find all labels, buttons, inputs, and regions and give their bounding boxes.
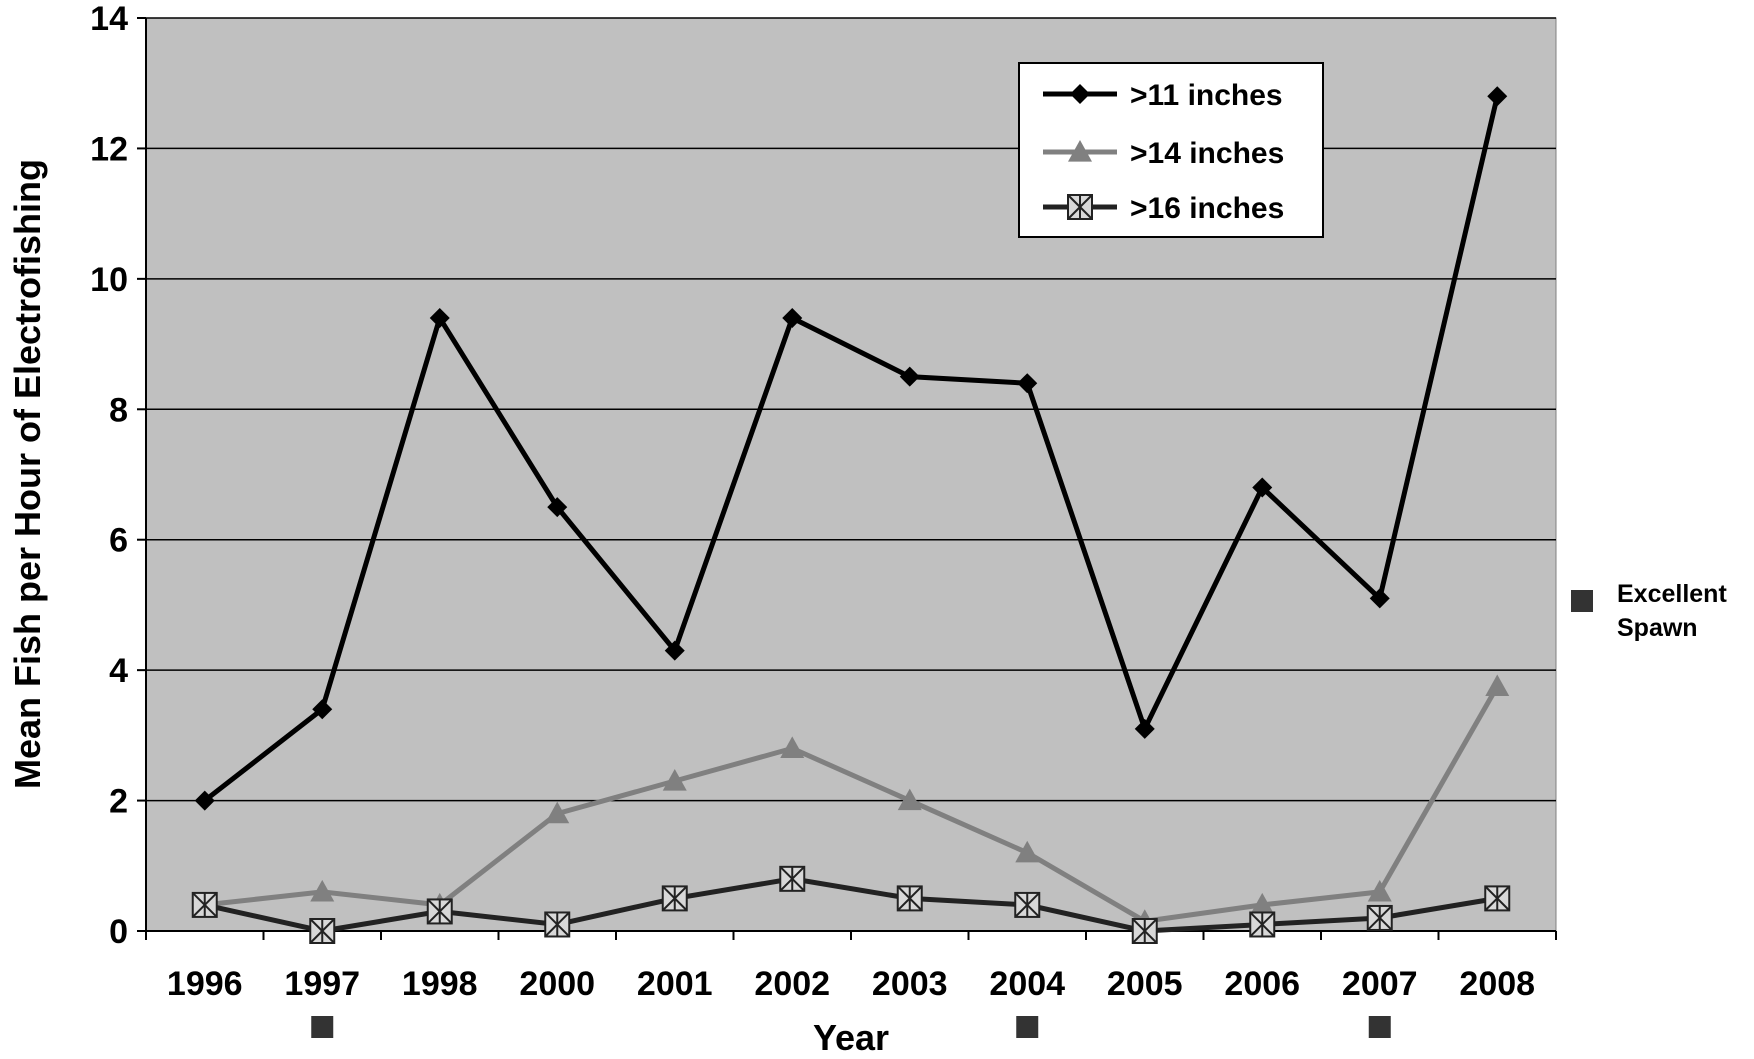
x-tick-label-2005: 2005 — [1107, 965, 1183, 1003]
point-1-2006 — [1250, 892, 1275, 915]
y-tick-label-4: 4 — [109, 652, 128, 690]
point-1-1997 — [310, 879, 335, 902]
x-tick-label-2002: 2002 — [754, 965, 830, 1003]
spawn-marker-1997 — [311, 1016, 334, 1038]
x-tick-label-2004: 2004 — [989, 965, 1065, 1003]
point-1-2003 — [897, 788, 922, 811]
legend: >11 inches >14 inches >16 inches — [1018, 62, 1324, 238]
excellent-spawn-legend: Excellent Spawn — [1571, 580, 1727, 642]
y-axis-title: Mean Fish per Hour of Electrofishing — [7, 159, 48, 789]
point-0-2002 — [782, 307, 803, 328]
legend-item-2: >16 inches — [1043, 192, 1284, 225]
point-2-2008 — [1484, 885, 1511, 912]
y-tick-label-14: 14 — [90, 0, 128, 38]
excellent-spawn-label-line2: Spawn — [1617, 614, 1698, 642]
spawn-marker-2007 — [1368, 1016, 1391, 1038]
y-tick-label-6: 6 — [109, 522, 128, 560]
series-0 — [194, 86, 1508, 811]
legend-marker-2 — [1067, 194, 1093, 220]
x-tick-label-2006: 2006 — [1224, 965, 1300, 1003]
point-1-2002 — [780, 736, 805, 758]
point-0-2008 — [1487, 86, 1508, 107]
point-2-2002 — [779, 865, 806, 892]
point-2-1998 — [426, 898, 453, 925]
point-2-2000 — [544, 911, 571, 938]
point-2-2004 — [1014, 891, 1041, 918]
x-tick-labels: 1996 1997 1998 2000 2001 2002 2003 2004 2005 2006… — [167, 965, 1535, 1003]
series-line-1 — [204, 685, 1500, 924]
point-0-2005 — [1134, 718, 1155, 739]
y-tick-label-2: 2 — [109, 783, 128, 821]
point-0-1998 — [429, 307, 450, 328]
series-group — [191, 86, 1511, 944]
point-2-1997 — [309, 918, 336, 944]
legend-item-0: >11 inches — [1043, 79, 1283, 112]
point-0-2006 — [1252, 477, 1273, 498]
excellent-spawn-swatch — [1571, 590, 1593, 612]
point-0-2007 — [1369, 588, 1390, 609]
x-tick-label-2007: 2007 — [1342, 965, 1418, 1003]
x-tick-label-1997: 1997 — [284, 965, 360, 1003]
y-tick-label-12: 12 — [90, 130, 128, 168]
x-tick-label-2000: 2000 — [519, 965, 595, 1003]
point-1-2008 — [1485, 674, 1510, 697]
legend-marker-1 — [1068, 140, 1092, 162]
point-0-2003 — [899, 366, 920, 387]
spawn-marker-2004 — [1016, 1016, 1039, 1038]
series-2 — [191, 865, 1511, 944]
point-1-2004 — [1015, 840, 1040, 863]
series-line-2 — [204, 876, 1498, 934]
point-2-1996 — [191, 891, 218, 918]
x-tick-label-2008: 2008 — [1459, 965, 1535, 1003]
point-0-2001 — [664, 640, 685, 661]
y-tick-label-0: 0 — [109, 913, 128, 951]
legend-marker-0 — [1070, 84, 1090, 104]
point-0-1996 — [194, 790, 215, 811]
legend-item-1: >14 inches — [1043, 137, 1284, 170]
point-1-2007 — [1367, 879, 1392, 902]
point-2-2007 — [1366, 904, 1393, 931]
gridlines — [146, 17, 1556, 802]
point-2-2003 — [896, 885, 923, 912]
axes — [137, 17, 1557, 940]
x-tick-label-1996: 1996 — [167, 965, 243, 1003]
x-tick-label-2003: 2003 — [872, 965, 948, 1003]
y-tick-label-8: 8 — [109, 391, 128, 429]
point-2-2005 — [1131, 918, 1158, 944]
y-tick-label-10: 10 — [90, 261, 128, 299]
plot-area — [145, 17, 1557, 932]
excellent-spawn-label-line1: Excellent — [1617, 580, 1727, 608]
point-0-2000 — [547, 497, 568, 518]
point-1-2000 — [545, 801, 570, 824]
point-0-2004 — [1017, 373, 1038, 394]
legend-label-1: >14 inches — [1130, 137, 1284, 170]
series-line-0 — [203, 95, 1500, 803]
y-tick-labels: 0 2 4 6 8 10 12 14 — [90, 0, 128, 951]
point-2-2001 — [661, 885, 688, 912]
spawn-markers — [311, 1016, 1391, 1038]
x-axis-title: Year — [813, 1017, 889, 1058]
point-1-2001 — [662, 769, 687, 791]
point-0-1997 — [312, 699, 333, 720]
legend-label-2: >16 inches — [1130, 192, 1284, 225]
legend-label-0: >11 inches — [1130, 79, 1283, 112]
x-tick-label-1998: 1998 — [402, 965, 478, 1003]
x-tick-label-2001: 2001 — [637, 965, 713, 1003]
point-2-2006 — [1249, 911, 1276, 938]
